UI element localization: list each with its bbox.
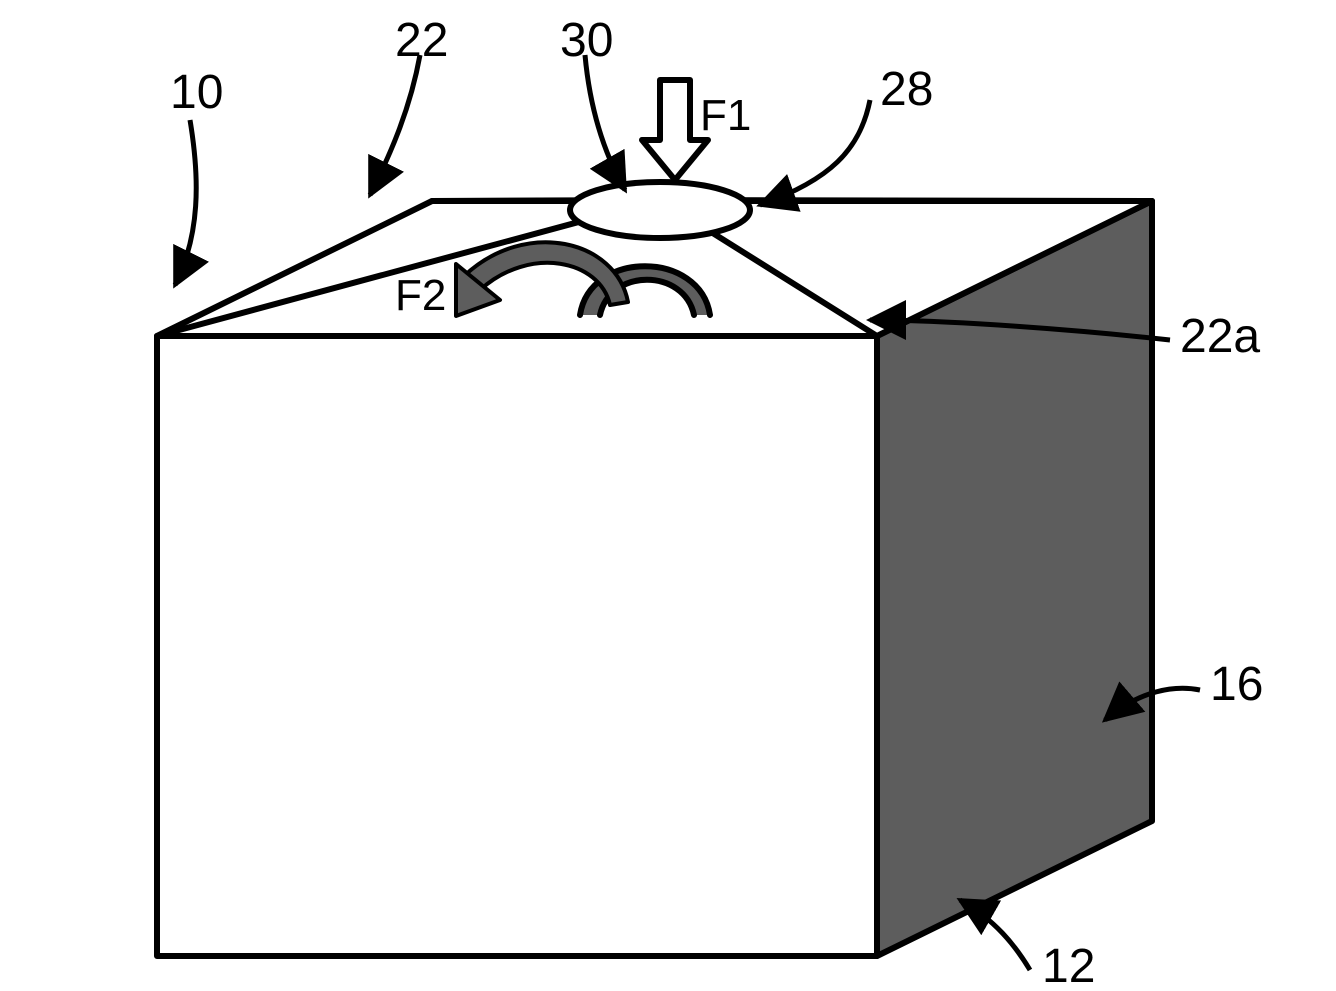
leader-l28 (760, 100, 870, 205)
label-l28: 28 (880, 63, 933, 116)
label-F1: F1 (700, 91, 751, 140)
patent-figure: 10 22 30 28 F1 F2 22a 16 12 (0, 0, 1336, 991)
label-l16: 16 (1210, 658, 1263, 711)
label-l30: 30 (560, 14, 613, 67)
arrow-f1 (642, 80, 708, 180)
label-l22: 22 (395, 14, 448, 67)
leader-l22 (370, 55, 420, 195)
label-F2: F2 (395, 271, 446, 320)
push-area (570, 182, 750, 238)
label-l22a: 22a (1180, 310, 1260, 363)
box-front (157, 336, 877, 956)
leader-l10 (175, 120, 196, 285)
leader-l30 (585, 55, 625, 190)
label-l12: 12 (1042, 940, 1095, 991)
label-l10: 10 (170, 66, 223, 119)
